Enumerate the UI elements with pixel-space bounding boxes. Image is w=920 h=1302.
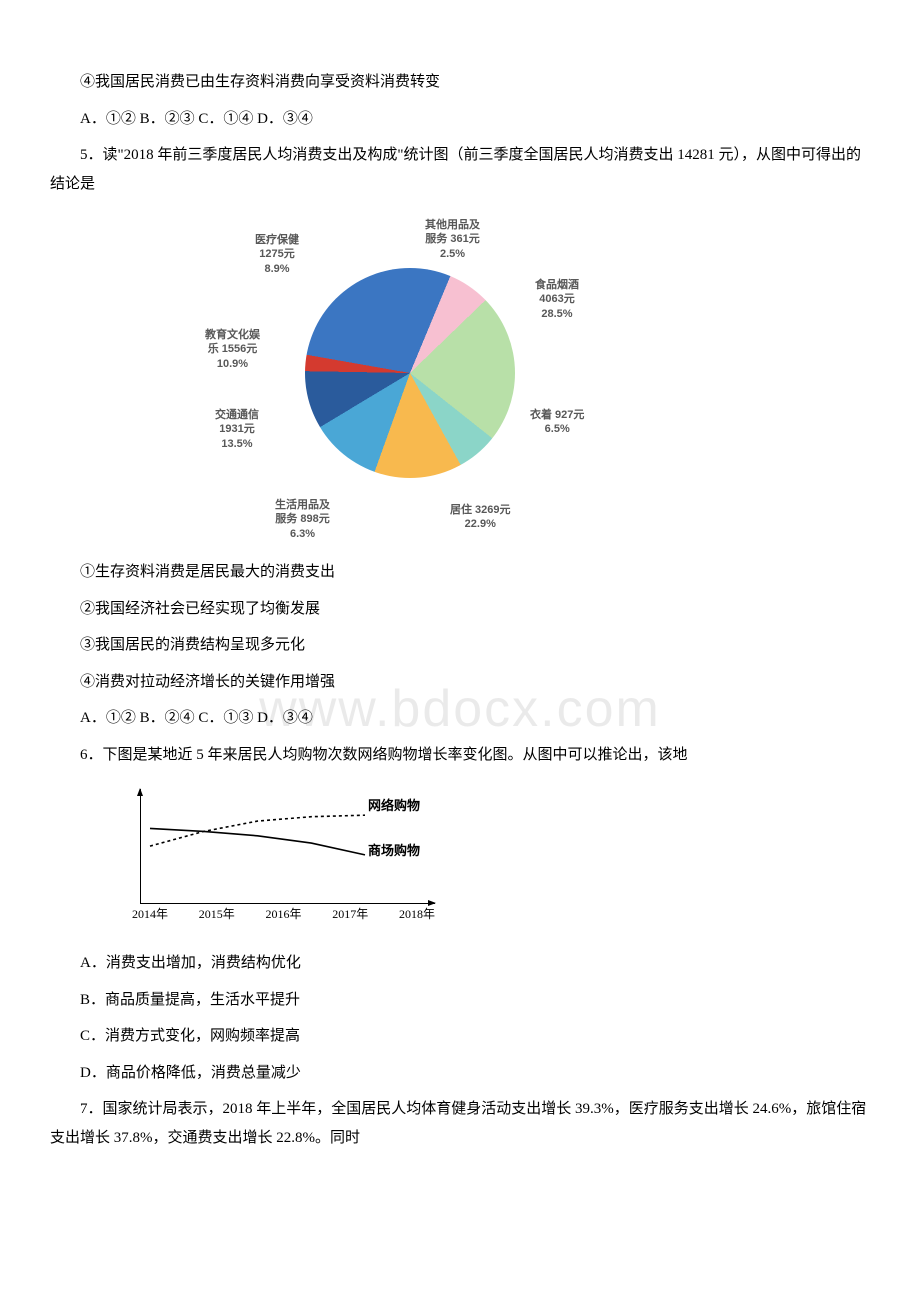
q5-choices: A．①② B．②④ C．①③ D．③④ <box>50 704 870 733</box>
q5-option-1: ①生存资料消费是居民最大的消费支出 <box>50 558 870 587</box>
pie-label-trans: 交通通信 1931元 13.5% <box>215 408 259 451</box>
pie-label-house: 居住 3269元 22.9% <box>450 503 511 532</box>
x-axis-labels: 2014年 2015年 2016年 2017年 2018年 <box>132 903 435 926</box>
q5-option-2: ②我国经济社会已经实现了均衡发展 <box>50 595 870 624</box>
q6-option-d: D．商品价格降低，消费总量减少 <box>50 1059 870 1088</box>
pie-label-edu: 教育文化娱 乐 1556元 10.9% <box>205 328 260 371</box>
q6-stem: 6．下图是某地近 5 年来居民人均购物次数网络购物增长率变化图。从图中可以推论出… <box>50 741 870 770</box>
q6-option-c: C．消费方式变化，网购频率提高 <box>50 1022 870 1051</box>
q5-option-4: ④消费对拉动经济增长的关键作用增强 <box>50 668 870 697</box>
q5-option-3: ③我国居民的消费结构呈现多元化 <box>50 631 870 660</box>
q4-option-4: ④我国居民消费已由生存资料消费向享受资料消费转变 <box>50 68 870 97</box>
line-chart: 网络购物 商场购物 2014年 2015年 2016年 2017年 2018年 <box>120 784 870 934</box>
pie-graphic <box>305 268 515 478</box>
pie-label-med: 医疗保健 1275元 8.9% <box>255 233 299 276</box>
pie-label-food: 食品烟酒 4063元 28.5% <box>535 278 579 321</box>
pie-chart: 食品烟酒 4063元 28.5% 衣着 927元 6.5% 居住 3269元 2… <box>160 213 870 543</box>
legend-net: 网络购物 <box>368 794 420 819</box>
legend-mall: 商场购物 <box>368 839 420 864</box>
q4-choices: A．①② B．②③ C．①④ D．③④ <box>50 105 870 134</box>
q6-option-a: A．消费支出增加，消费结构优化 <box>50 949 870 978</box>
pie-label-cloth: 衣着 927元 6.5% <box>530 408 584 437</box>
q6-option-b: B．商品质量提高，生活水平提升 <box>50 986 870 1015</box>
pie-label-life: 生活用品及 服务 898元 6.3% <box>275 498 330 541</box>
q7-stem: 7．国家统计局表示，2018 年上半年，全国居民人均体育健身活动支出增长 39.… <box>50 1095 870 1152</box>
pie-label-other: 其他用品及 服务 361元 2.5% <box>425 218 480 261</box>
q5-stem: 5．读"2018 年前三季度居民人均消费支出及构成"统计图（前三季度全国居民人均… <box>50 141 870 198</box>
